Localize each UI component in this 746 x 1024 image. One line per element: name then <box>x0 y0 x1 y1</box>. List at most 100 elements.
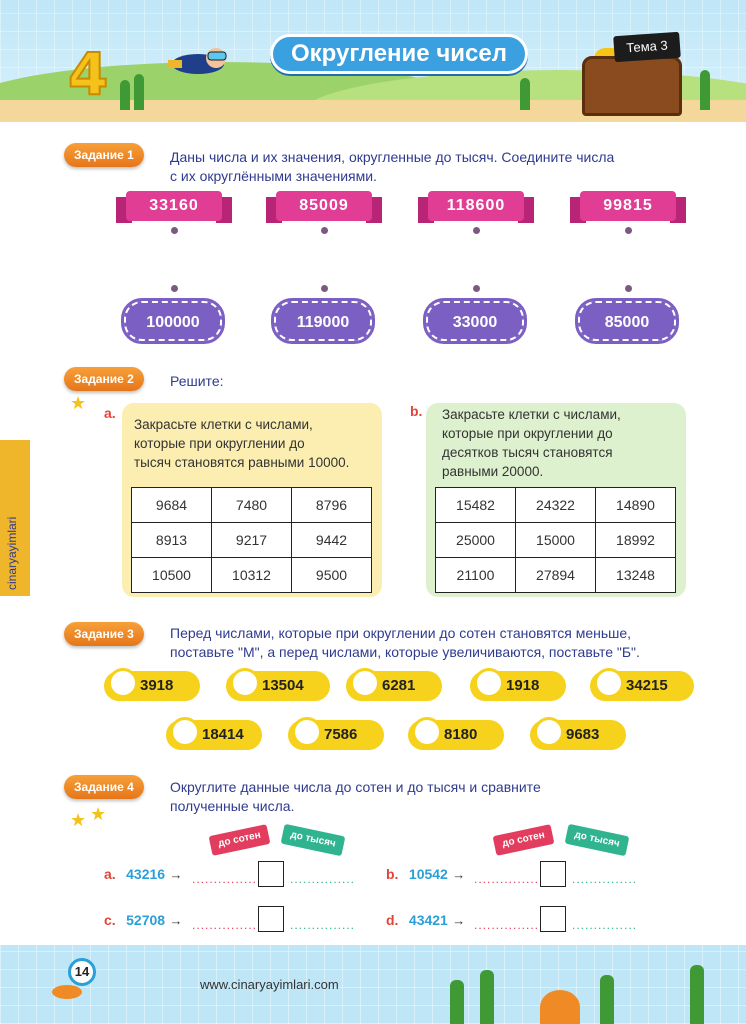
hundreds-arrow-label: до сотен <box>492 824 555 856</box>
task2a-card: Закрасьте клетки с числами, которые при … <box>122 403 382 597</box>
diver-illustration <box>168 48 227 74</box>
answer-blank[interactable]: ............... <box>290 872 356 886</box>
connect-dot[interactable] <box>625 227 632 234</box>
page-title: Округление чисел <box>270 34 528 74</box>
compare-box[interactable] <box>540 906 566 932</box>
thousands-arrow-label: до тысяч <box>564 823 630 857</box>
grid-row: 10500 10312 9500 <box>131 557 372 593</box>
page-number: 14 <box>68 958 96 986</box>
answer-circle[interactable] <box>230 668 260 698</box>
number-pill: 18414 <box>166 717 262 750</box>
pill-number: 7586 <box>324 726 358 743</box>
grid-row: 9684 7480 8796 <box>131 487 372 523</box>
answer-circle[interactable] <box>534 717 564 747</box>
subtask-letter: b. <box>410 403 423 419</box>
connect-dot[interactable] <box>625 285 632 292</box>
answer-blank[interactable]: ............... <box>192 918 258 932</box>
card-text-line: десятков тысяч становятся <box>442 445 613 460</box>
task2-badge: Задание 2 <box>64 367 144 391</box>
fish-icon <box>52 985 82 999</box>
grid-cell[interactable]: 27894 <box>515 557 596 593</box>
website-link[interactable]: www.cinaryayimlari.com <box>200 977 339 992</box>
compare-row: c. 52708 → <box>104 912 183 930</box>
arrow-icon: → <box>169 913 183 928</box>
answer-circle[interactable] <box>108 668 138 698</box>
answer-circle[interactable] <box>474 668 504 698</box>
number-pill: 7586 <box>288 717 384 750</box>
arrow-icon: → <box>452 913 466 928</box>
card-text-line: которые при округлении до <box>442 426 613 441</box>
seaweed-decoration <box>700 70 710 110</box>
connect-dot[interactable] <box>321 227 328 234</box>
grid-cell[interactable]: 18992 <box>595 522 676 558</box>
connect-dot[interactable] <box>171 285 178 292</box>
grid-cell[interactable]: 9500 <box>291 557 372 593</box>
number-pill: 3918 <box>104 668 200 701</box>
page-header: 4 Округление чисел Тема 3 <box>0 0 746 122</box>
answer-blank[interactable]: ............... <box>474 872 540 886</box>
answer-blank[interactable]: ............... <box>192 872 258 886</box>
answer-circle[interactable] <box>412 717 442 747</box>
grid-cell[interactable]: 10500 <box>131 557 212 593</box>
grid-cell[interactable]: 25000 <box>435 522 516 558</box>
compare-row: b. 10542 → <box>386 866 465 884</box>
answer-circle[interactable] <box>292 717 322 747</box>
answer-circle[interactable] <box>594 668 624 698</box>
grid-row: 15482 24322 14890 <box>435 487 676 523</box>
number-ribbon: 33160 <box>116 191 232 223</box>
connect-dot[interactable] <box>473 285 480 292</box>
grid-cell[interactable]: 24322 <box>515 487 596 523</box>
grid-cell[interactable]: 8796 <box>291 487 372 523</box>
answer-blank[interactable]: ............... <box>572 872 638 886</box>
task1-instructions: Даны числа и их значения, округленные до… <box>170 148 614 186</box>
brand-label: cinaryayimlari <box>5 516 19 590</box>
grid-cell[interactable]: 9442 <box>291 522 372 558</box>
thousands-arrow-label: до тысяч <box>280 823 346 857</box>
rounded-value-plaque: 85000 <box>575 298 679 344</box>
connect-dot[interactable] <box>473 227 480 234</box>
task4-text-line: полученные числа. <box>170 798 295 814</box>
row-number: 43421 <box>408 912 448 928</box>
compare-row: d. 43421 → <box>386 912 465 930</box>
treasure-chest-icon <box>582 56 682 116</box>
grid-cell[interactable]: 9217 <box>211 522 292 558</box>
connect-dot[interactable] <box>321 285 328 292</box>
number-pill: 34215 <box>590 668 694 701</box>
star-icon: ★ <box>70 393 87 413</box>
number-pill: 1918 <box>470 668 566 701</box>
pill-number: 1918 <box>506 677 540 694</box>
task3-badge: Задание 3 <box>64 622 144 646</box>
seaweed-decoration <box>690 965 704 1024</box>
row-number: 52708 <box>126 912 166 928</box>
answer-circle[interactable] <box>350 668 380 698</box>
task4-badge: Задание 4 <box>64 775 144 799</box>
grid-cell[interactable]: 9684 <box>131 487 212 523</box>
compare-row: a. 43216 → <box>104 866 183 884</box>
grid-cell[interactable]: 13248 <box>595 557 676 593</box>
chapter-number: 4 <box>67 39 109 109</box>
compare-box[interactable] <box>258 861 284 887</box>
connect-dot[interactable] <box>171 227 178 234</box>
answer-blank[interactable]: ............... <box>290 918 356 932</box>
compare-box[interactable] <box>258 906 284 932</box>
answer-circle[interactable] <box>170 717 200 747</box>
answer-blank[interactable]: ............... <box>474 918 540 932</box>
pill-number: 18414 <box>202 726 244 743</box>
row-letter: a. <box>104 866 116 882</box>
grid-cell[interactable]: 14890 <box>595 487 676 523</box>
task2b-instructions: Закрасьте клетки с числами, которые при … <box>442 405 621 481</box>
grid-cell[interactable]: 15000 <box>515 522 596 558</box>
task2-instructions: Решите: <box>170 373 224 389</box>
grid-cell[interactable]: 7480 <box>211 487 292 523</box>
card-text-line: тысяч становятся равными 10000. <box>134 455 350 470</box>
answer-blank[interactable]: ............... <box>572 918 638 932</box>
grid-cell[interactable]: 21100 <box>435 557 516 593</box>
grid-cell[interactable]: 8913 <box>131 522 212 558</box>
grid-cell[interactable]: 10312 <box>211 557 292 593</box>
compare-box[interactable] <box>540 861 566 887</box>
grid-cell[interactable]: 15482 <box>435 487 516 523</box>
card-text-line: Закрасьте клетки с числами, <box>442 407 621 422</box>
row-number: 43216 <box>126 866 166 882</box>
page-footer <box>0 945 746 1024</box>
sand-decoration <box>0 100 746 122</box>
